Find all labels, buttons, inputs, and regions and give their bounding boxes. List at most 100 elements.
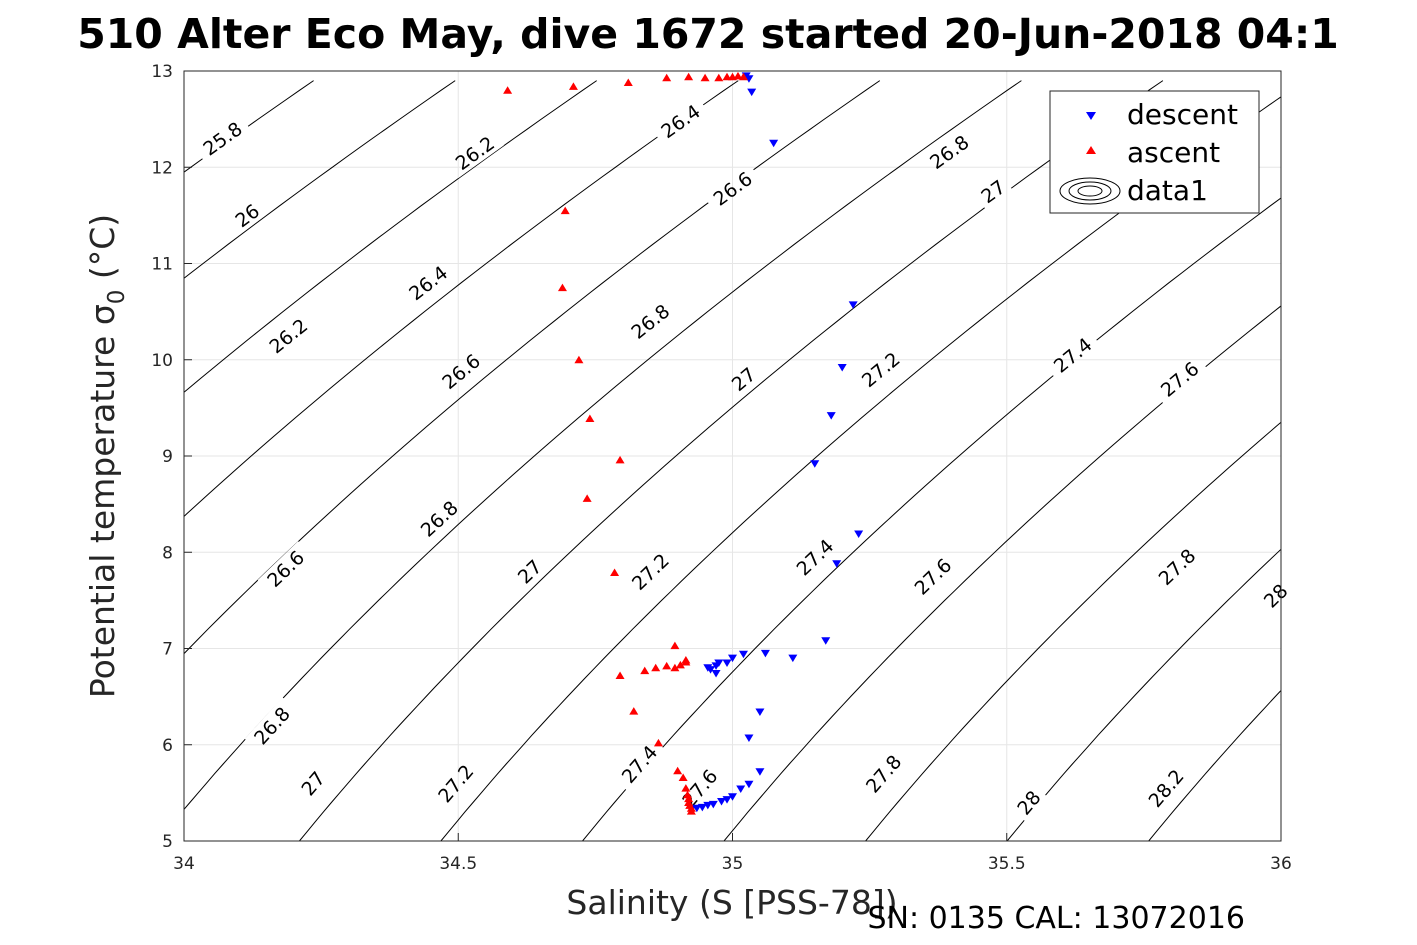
descent-point: [788, 654, 798, 663]
y-tick-label: 10: [151, 351, 173, 371]
descent-point: [821, 637, 831, 645]
legend: descent ascent data1: [1049, 90, 1260, 214]
legend-box: [1049, 90, 1260, 214]
descent-point: [826, 412, 836, 420]
contour-line: [184, 80, 881, 655]
descent-point: [728, 793, 737, 801]
y-tick-label: 13: [151, 62, 173, 82]
ascent-point: [681, 657, 691, 666]
contour-line: [1282, 81, 1417, 851]
x-axis-label: Salinity (S [PSS-78]): [566, 883, 897, 922]
descent-point: [755, 708, 765, 717]
y-axis-label-main: Potential temperature σ: [83, 304, 122, 698]
ascent-point: [700, 73, 710, 82]
descent-point: [703, 801, 713, 810]
y-tick-label: 12: [151, 158, 173, 178]
y-tick-label: 11: [151, 255, 173, 275]
y-axis-label-unit: (°C): [83, 214, 122, 290]
ascent-point: [675, 660, 685, 669]
contour-line: [184, 80, 739, 518]
x-tick-labels: 34 34.5 35 35.5 36: [173, 833, 1292, 874]
ascent-point: [574, 355, 584, 364]
ascent-point: [557, 283, 567, 292]
y-tick-label: 5: [162, 832, 173, 852]
ascent-point: [560, 206, 570, 215]
footer-serial-calibration: SN: 0135 CAL: 13072016: [867, 901, 1245, 936]
legend-marker-descent: [1086, 112, 1096, 120]
ascent-point: [568, 82, 578, 90]
descent-point: [722, 796, 732, 804]
descent-point: [711, 662, 721, 670]
descent-point: [738, 650, 748, 659]
contour-line: [184, 80, 456, 279]
ascent-point: [738, 72, 748, 81]
ascent-point: [629, 707, 639, 715]
descent-point: [832, 560, 842, 568]
ascent-point: [651, 663, 661, 672]
descent-point: [703, 664, 713, 672]
x-tick-label: 35: [722, 854, 744, 874]
ascent-point: [615, 455, 625, 464]
contour-line: [1006, 548, 1281, 841]
descent-point: [769, 139, 779, 148]
y-tick-label: 9: [162, 447, 173, 467]
descent-point: [755, 768, 765, 776]
data-markers: [503, 71, 864, 815]
descent-point: [744, 780, 754, 789]
ascent-point: [684, 794, 694, 803]
y-axis-label-subscript: 0: [104, 290, 130, 305]
ascent-point: [686, 807, 696, 815]
descent-point: [711, 670, 721, 678]
legend-label-ascent: ascent: [1127, 136, 1220, 169]
ascent-point: [683, 790, 693, 799]
contour-line: [864, 421, 1281, 841]
contour-line: [1148, 689, 1281, 841]
ascent-point: [670, 663, 680, 672]
descent-point: [760, 649, 770, 658]
ascent-point: [653, 738, 663, 747]
ascent-point: [640, 666, 650, 675]
ascent-point: [684, 72, 694, 81]
descent-point: [810, 460, 820, 468]
ascent-point: [662, 661, 672, 670]
contour-line: [581, 197, 1281, 841]
ascent-point: [670, 641, 680, 650]
ascent-point: [582, 494, 592, 502]
ascent-point: [673, 766, 683, 775]
ascent-point: [623, 78, 633, 87]
descent-point: [848, 301, 858, 309]
descent-point: [722, 659, 732, 667]
ascent-point: [662, 73, 672, 82]
chart-title: 510 Alter Eco May, dive 1672 started 20-…: [77, 10, 1339, 58]
legend-contour-icon: [1059, 177, 1121, 205]
legend-label-descent: descent: [1127, 98, 1238, 131]
x-tick-label: 34: [173, 854, 195, 874]
ascent-point: [503, 86, 513, 94]
contour-line: [184, 80, 1022, 811]
ascent-point: [733, 71, 743, 80]
x-tick-label: 35.5: [988, 854, 1026, 874]
y-tick-label: 6: [162, 736, 173, 756]
descent-point: [717, 798, 727, 806]
descent-point: [747, 88, 757, 97]
ascent-point: [678, 773, 688, 781]
y-tick-label: 8: [162, 543, 173, 563]
ascent-point: [615, 671, 625, 679]
y-tick-labels: 5 6 7 8 9 10 11 12 13: [151, 62, 192, 852]
contour-line: [723, 305, 1281, 841]
y-axis-label: Potential temperature σ0 (°C): [83, 214, 130, 698]
x-tick-label: 34.5: [439, 854, 477, 874]
legend-marker-ascent: [1086, 146, 1096, 154]
ascent-point: [610, 568, 620, 576]
descent-point: [837, 363, 847, 372]
ascent-point: [585, 414, 595, 422]
legend-label-data1: data1: [1127, 174, 1208, 207]
ascent-point: [681, 784, 691, 792]
x-tick-label: 36: [1270, 854, 1292, 874]
contour-line: [184, 80, 597, 393]
ascent-point: [714, 73, 724, 82]
contour-line: [298, 80, 1164, 841]
descent-point: [744, 734, 754, 743]
descent-point: [736, 785, 746, 794]
